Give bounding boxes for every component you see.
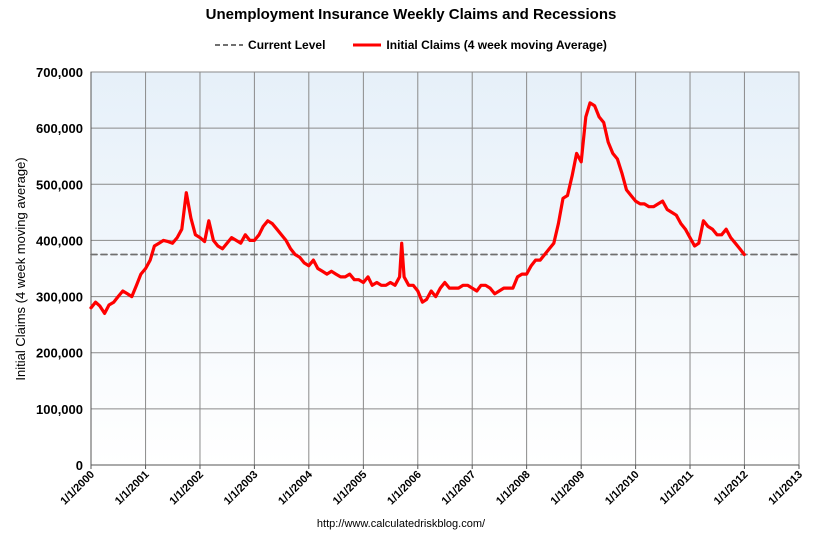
x-tick-label: 1/1/2004 <box>276 468 315 507</box>
x-tick-label: 1/1/2001 <box>113 469 152 508</box>
x-tick-label: 1/1/2003 <box>222 469 261 508</box>
y-tick-label: 600,000 <box>36 121 83 136</box>
x-tick-label: 1/1/2000 <box>58 469 97 508</box>
chart-title: Unemployment Insurance Weekly Claims and… <box>205 6 617 23</box>
y-axis-label: Initial Claims (4 week moving average) <box>13 157 28 380</box>
y-tick-label: 700,000 <box>36 65 83 80</box>
legend: Current Level Initial Claims (4 week mov… <box>0 38 822 52</box>
legend-item-initial-claims: Initial Claims (4 week moving Average) <box>353 38 607 52</box>
y-tick-label: 0 <box>76 458 83 473</box>
y-tick-label: 300,000 <box>36 290 83 305</box>
legend-label-current-level: Current Level <box>248 38 326 52</box>
x-tick-label: 1/1/2007 <box>440 469 479 508</box>
y-tick-label: 200,000 <box>36 346 83 361</box>
y-tick-label: 500,000 <box>36 177 83 192</box>
x-tick-label: 1/1/2005 <box>331 469 370 508</box>
x-tick-label: 1/1/2002 <box>167 469 206 508</box>
plot-area <box>90 71 800 466</box>
x-tick-label: 1/1/2006 <box>385 469 424 508</box>
x-tick-label: 1/1/2013 <box>766 469 805 508</box>
x-tick-label: 1/1/2008 <box>494 469 533 508</box>
legend-swatch-current-level <box>215 44 244 46</box>
x-tick-label: 1/1/2009 <box>549 469 588 508</box>
legend-item-current-level: Current Level <box>215 38 325 52</box>
legend-label-initial-claims: Initial Claims (4 week moving Average) <box>386 38 607 52</box>
y-tick-label: 400,000 <box>36 233 83 248</box>
legend-swatch-initial-claims <box>353 43 382 47</box>
x-tick-label: 1/1/2010 <box>603 469 642 508</box>
series-line-initial-claims <box>89 101 746 315</box>
x-tick-label: 1/1/2011 <box>658 469 696 507</box>
y-tick-label: 100,000 <box>36 402 83 417</box>
x-tick-label: 1/1/2012 <box>712 469 751 508</box>
source-note: http://www.calculatedriskblog.com/ <box>316 518 486 530</box>
